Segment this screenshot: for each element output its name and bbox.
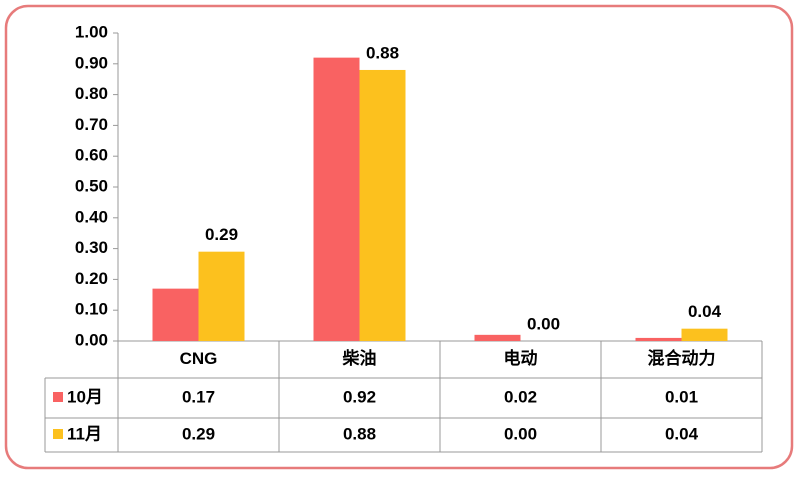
bar: [152, 288, 199, 341]
bar: [474, 334, 521, 341]
data-label: 0.88: [366, 43, 399, 62]
data-label: 0.29: [205, 225, 238, 244]
bar: [681, 328, 728, 341]
data-label: 0.00: [527, 314, 560, 333]
legend-label: 11月: [67, 424, 102, 443]
y-tick-label: 0.80: [75, 84, 108, 103]
bar: [635, 337, 682, 341]
table-value: 0.29: [182, 424, 215, 443]
x-tick-label: 电动: [504, 348, 538, 368]
table-value: 0.92: [343, 387, 376, 406]
table-value: 0.00: [504, 424, 537, 443]
x-tick-label: CNG: [180, 349, 218, 368]
x-tick-label: 柴油: [342, 348, 377, 368]
y-tick-label: 0.60: [75, 146, 108, 165]
table-value: 0.88: [343, 424, 376, 443]
table-value: 0.04: [665, 424, 699, 443]
table-value: 0.01: [665, 387, 698, 406]
table-value: 0.17: [182, 387, 215, 406]
y-tick-label: 0.30: [75, 238, 108, 257]
legend-swatch: [53, 392, 63, 402]
legend-swatch: [53, 429, 63, 439]
bar: [198, 251, 245, 341]
bar: [359, 69, 406, 342]
y-tick-label: 0.20: [75, 269, 108, 288]
y-tick-label: 0.70: [75, 115, 108, 134]
table-value: 0.02: [504, 387, 537, 406]
y-tick-label: 0.90: [75, 53, 108, 72]
legend-label: 10月: [67, 387, 103, 406]
data-label: 0.04: [688, 302, 722, 321]
y-tick-label: 0.40: [75, 207, 108, 226]
x-tick-label: 混合动力: [648, 348, 716, 368]
y-tick-label: 1.00: [75, 22, 108, 41]
y-tick-label: 0.10: [75, 300, 108, 319]
y-tick-label: 0.50: [75, 176, 108, 195]
bar: [313, 57, 360, 341]
y-tick-label: 0.00: [75, 330, 108, 349]
